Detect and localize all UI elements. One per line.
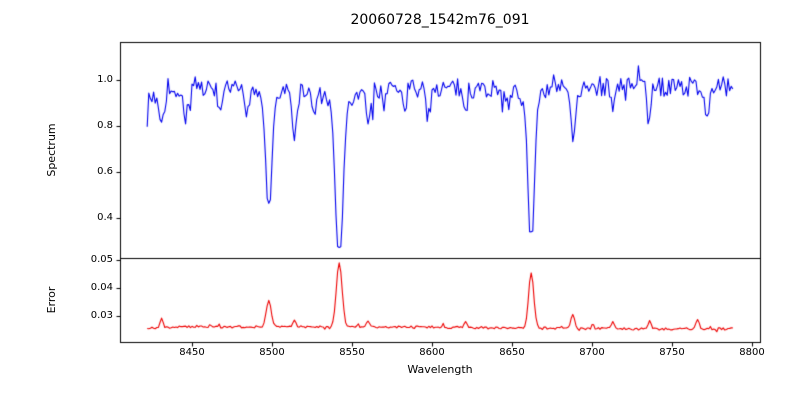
y-tick-label: 0.03 [90, 310, 113, 321]
plot-title: 20060728_1542m76_091 [350, 12, 530, 28]
x-tick-label: 8500 [259, 347, 285, 358]
y-tick-label: 1.0 [97, 74, 113, 85]
y-axis-label-spectrum: Spectrum [45, 123, 58, 177]
x-tick-label: 8600 [419, 347, 445, 358]
y-axis-label-error: Error [45, 286, 58, 314]
x-tick-label: 8750 [659, 347, 685, 358]
x-tick-label: 8800 [739, 347, 765, 358]
y-tick-label: 0.4 [97, 212, 113, 223]
x-tick-label: 8450 [179, 347, 205, 358]
x-tick-label: 8700 [579, 347, 605, 358]
x-tick-label: 8550 [339, 347, 365, 358]
y-tick-label: 0.04 [90, 282, 113, 293]
x-axis-label: Wavelength [407, 363, 473, 376]
y-tick-label: 0.6 [97, 166, 113, 177]
y-tick-label: 0.8 [97, 120, 113, 131]
x-tick-label: 8650 [499, 347, 525, 358]
y-tick-label: 0.05 [90, 254, 113, 265]
